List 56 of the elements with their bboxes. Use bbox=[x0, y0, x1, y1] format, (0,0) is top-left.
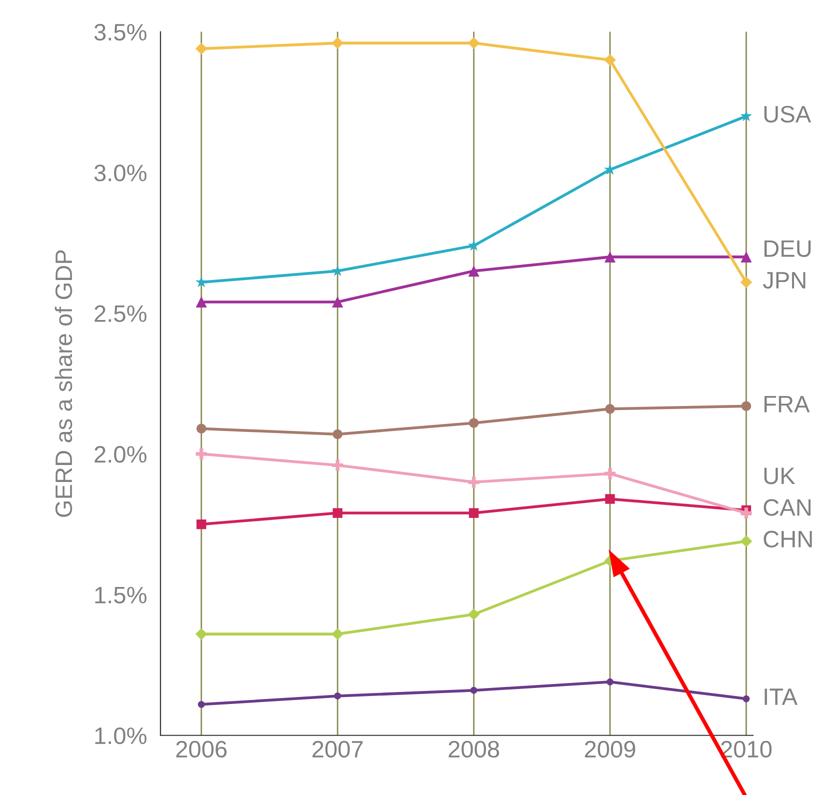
point bbox=[742, 695, 750, 702]
point bbox=[606, 678, 614, 686]
series-label: UK bbox=[764, 468, 796, 484]
series-label: DEU bbox=[764, 240, 811, 257]
series-label: JPN bbox=[762, 272, 806, 289]
point bbox=[604, 468, 616, 480]
y-tick-label: 3.0% bbox=[94, 164, 146, 182]
y-tick-label: 2.5% bbox=[94, 305, 146, 322]
point bbox=[470, 686, 478, 694]
point bbox=[198, 700, 205, 708]
y-tick-label: 3.5% bbox=[94, 24, 146, 41]
point bbox=[468, 265, 480, 277]
point bbox=[605, 494, 615, 504]
series-label: USA bbox=[764, 106, 812, 123]
point bbox=[196, 448, 207, 460]
point bbox=[468, 508, 479, 518]
x-tick-label: 2009 bbox=[584, 740, 636, 758]
point bbox=[468, 608, 480, 620]
x-tick-label: 2010 bbox=[721, 740, 772, 758]
point bbox=[740, 535, 752, 548]
point bbox=[334, 692, 342, 700]
point bbox=[196, 424, 206, 434]
point bbox=[740, 110, 752, 122]
point bbox=[740, 251, 752, 262]
point bbox=[196, 296, 207, 308]
y-tick-label: 1.5% bbox=[95, 586, 146, 604]
x-tick-label: 2006 bbox=[176, 740, 227, 758]
point bbox=[605, 404, 615, 414]
series-label: ITA bbox=[764, 688, 798, 705]
y-tick-label: 1.0% bbox=[95, 727, 146, 744]
point bbox=[468, 476, 480, 488]
y-axis-title: GERD as a share of GDP bbox=[54, 250, 72, 517]
point bbox=[332, 628, 344, 640]
point bbox=[332, 460, 344, 471]
point bbox=[332, 296, 344, 308]
point bbox=[195, 42, 208, 55]
point bbox=[741, 401, 752, 411]
point bbox=[332, 508, 342, 518]
series-label: FRA bbox=[764, 396, 810, 412]
point bbox=[468, 37, 480, 49]
point bbox=[195, 628, 208, 640]
point bbox=[604, 54, 616, 66]
point bbox=[740, 276, 752, 288]
point bbox=[332, 37, 344, 49]
y-tick-label: 2.0% bbox=[94, 446, 146, 463]
series-label: CHN bbox=[764, 530, 812, 548]
point bbox=[604, 251, 616, 262]
point bbox=[196, 519, 206, 530]
point bbox=[468, 418, 479, 428]
x-tick-label: 2007 bbox=[312, 740, 363, 758]
point bbox=[195, 276, 208, 288]
point bbox=[468, 239, 480, 251]
point bbox=[740, 507, 752, 519]
point bbox=[332, 429, 342, 440]
series-label: CAN bbox=[764, 499, 811, 516]
x-tick-label: 2008 bbox=[448, 740, 500, 758]
